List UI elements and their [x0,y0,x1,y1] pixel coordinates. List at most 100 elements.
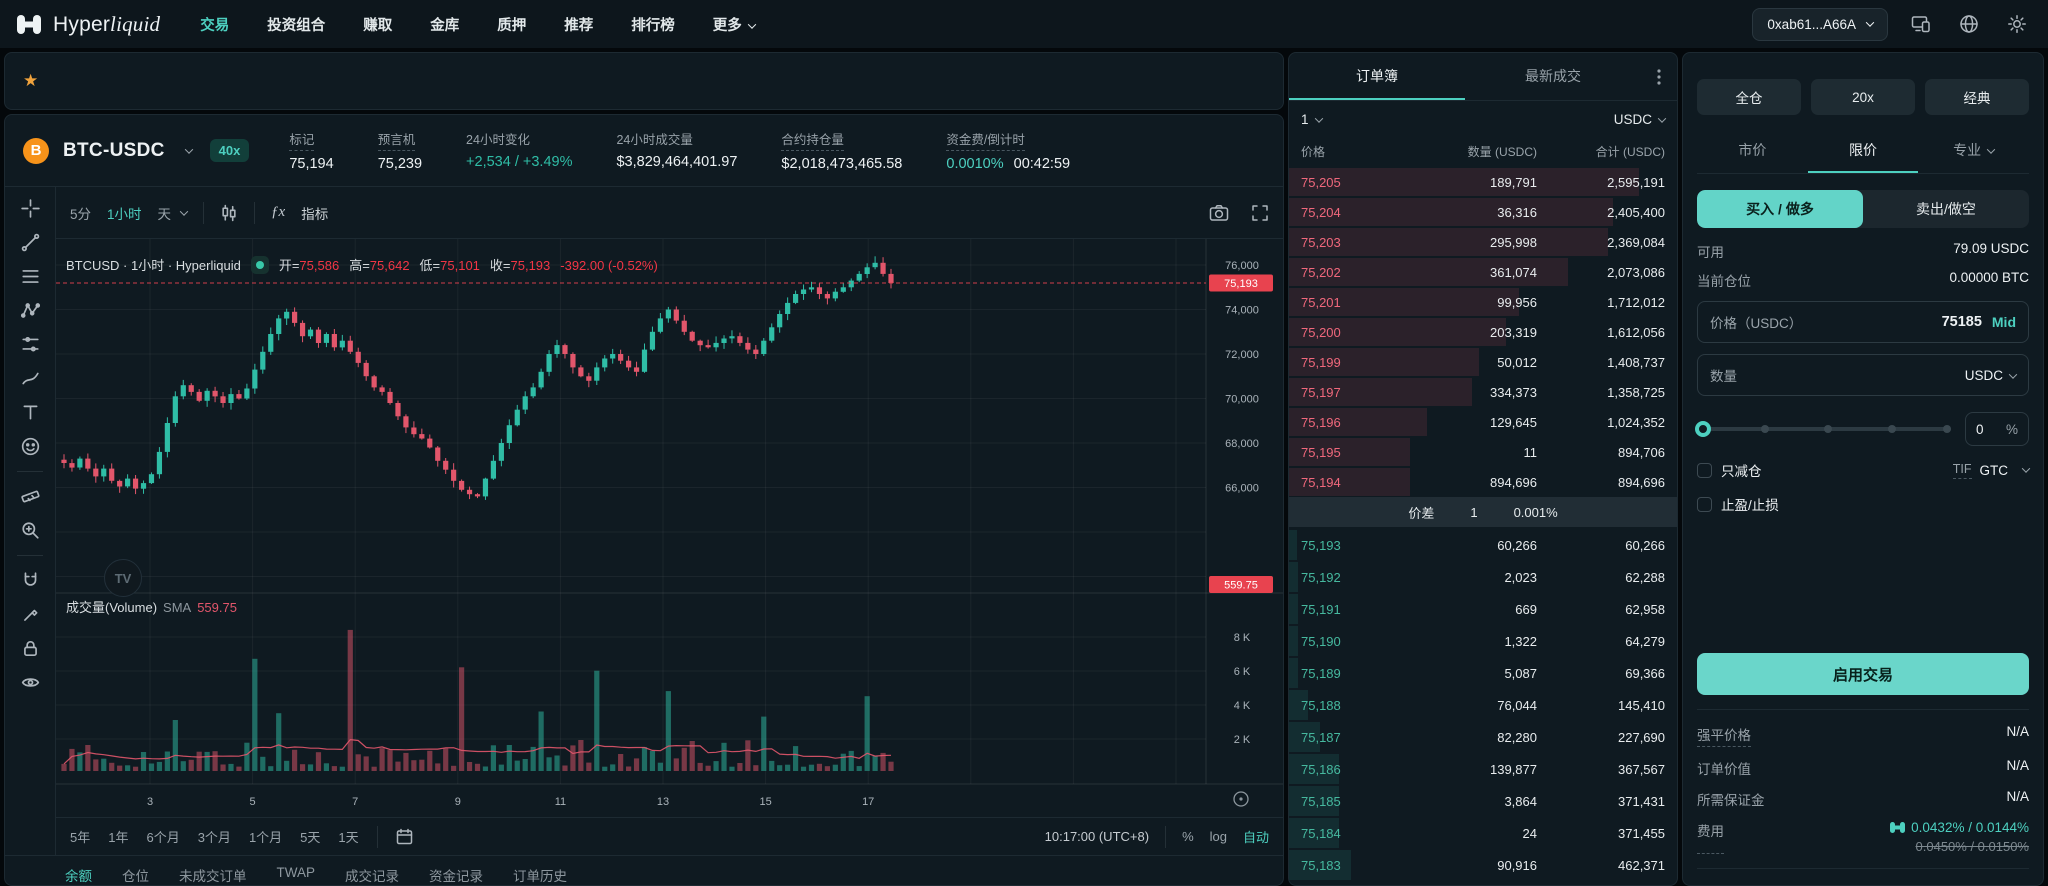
eye-tool-icon[interactable] [21,673,40,692]
interval-1d[interactable]: 天 [157,206,172,222]
size-slider[interactable] [1695,421,1951,437]
zoom-tool-icon[interactable] [21,521,40,540]
orderbook-row[interactable]: 75,193 60,266 60,266 [1289,529,1677,561]
mode-button[interactable]: 经典 [1925,79,2029,115]
reduce-only-checkbox[interactable] [1697,462,1712,478]
log-scale-button[interactable]: log [1209,829,1227,844]
range-5[interactable]: 1个月 [248,830,283,845]
tick-size-select[interactable]: 1 [1301,112,1323,127]
bottom-tab-1[interactable]: 余额 [65,869,92,884]
orderbook-row[interactable]: 75,203 295,998 2,369,084 [1289,227,1677,257]
kebab-menu-icon[interactable] [1641,53,1677,100]
range-7[interactable]: 1天 [338,830,359,845]
globe-icon[interactable] [1954,9,1984,39]
brush-tool-icon[interactable] [21,369,40,388]
pair-name[interactable]: BTC-USDC [63,139,165,161]
candle-style-icon[interactable] [220,204,238,222]
bottom-tab-4[interactable]: TWAP [276,865,316,880]
orderbook-row[interactable]: 75,189 5,087 69,366 [1289,657,1677,689]
nav-item-3[interactable]: 赚取 [363,17,393,34]
tab-pro-order[interactable]: 专业 [1918,129,2029,173]
orderbook-row[interactable]: 75,194 894,696 894,696 [1289,467,1677,497]
nav-item-8[interactable]: 更多 [713,14,756,35]
leverage-button[interactable]: 20x [1811,79,1915,115]
favorite-star-icon[interactable]: ★ [23,71,39,90]
projection-tool-icon[interactable] [21,335,40,354]
interval-chevron-icon[interactable] [179,206,189,216]
data-status-icon[interactable] [250,255,269,274]
orderbook-row[interactable]: 75,199 50,012 1,408,737 [1289,347,1677,377]
range-6[interactable]: 5天 [300,830,321,845]
auto-scale-button[interactable]: 自动 [1242,830,1269,845]
nav-item-1[interactable]: 交易 [200,17,230,34]
range-1[interactable]: 5年 [70,830,91,845]
text-tool-icon[interactable] [21,403,40,422]
bottom-tab-3[interactable]: 未成交订单 [179,869,247,884]
orderbook-row[interactable]: 75,200 203,319 1,612,056 [1289,317,1677,347]
pair-chevron-icon[interactable] [184,144,193,154]
size-unit-select[interactable]: USDC [1965,368,2018,383]
chart-symbol-label[interactable]: BTCUSD · 1小时 · Hyperliquid [66,258,241,273]
range-2[interactable]: 1年 [108,830,129,845]
buy-long-button[interactable]: 买入 / 做多 [1697,190,1863,228]
unit-select[interactable]: USDC [1614,112,1667,127]
tab-recent-trades[interactable]: 最新成交 [1525,67,1581,84]
orderbook-row[interactable]: 75,197 334,373 1,358,725 [1289,377,1677,407]
enable-trading-button[interactable]: 启用交易 [1697,653,2029,695]
tab-orderbook[interactable]: 订单簿 [1289,53,1465,100]
percent-input[interactable]: 0% [1965,412,2029,446]
ruler-tool-icon[interactable] [20,487,40,506]
orderbook-row[interactable]: 75,187 82,280 227,690 [1289,721,1677,753]
devices-icon[interactable] [1906,9,1936,39]
nav-item-4[interactable]: 金库 [430,17,460,34]
gear-icon[interactable] [2002,9,2032,39]
emoji-tool-icon[interactable] [21,437,40,456]
indicators-button[interactable]: 指标 [301,206,329,222]
interval-1h[interactable]: 1小时 [107,206,142,222]
draw-tool-icon[interactable] [21,605,40,624]
margin-mode-button[interactable]: 全仓 [1697,79,1801,115]
interval-5m[interactable]: 5分 [70,206,92,222]
crosshair-tool-icon[interactable] [20,199,40,218]
nav-item-7[interactable]: 排行榜 [631,17,675,34]
slider-thumb[interactable] [1695,421,1711,437]
xabcd-pattern-tool-icon[interactable] [20,301,40,320]
orderbook-row[interactable]: 75,186 139,877 367,567 [1289,753,1677,785]
orderbook-row[interactable]: 75,195 11 894,706 [1289,437,1677,467]
tpsl-checkbox[interactable] [1697,496,1712,512]
magnet-tool-icon[interactable] [21,571,40,590]
orderbook-row[interactable]: 75,201 99,956 1,712,012 [1289,287,1677,317]
orderbook-row[interactable]: 75,185 3,864 371,431 [1289,785,1677,817]
percent-scale-button[interactable]: % [1182,829,1194,844]
tab-market-order[interactable]: 市价 [1738,142,1767,158]
bottom-tab-6[interactable]: 资金记录 [429,869,483,884]
orderbook-row[interactable]: 75,192 2,023 62,288 [1289,561,1677,593]
range-3[interactable]: 6个月 [146,830,180,845]
orderbook-row[interactable]: 75,205 189,791 2,595,191 [1289,167,1677,197]
spread-row[interactable]: 价差 1 0.001% [1289,497,1677,527]
trend-line-tool-icon[interactable] [21,233,40,252]
orderbook-row[interactable]: 75,196 129,645 1,024,352 [1289,407,1677,437]
bottom-tab-5[interactable]: 成交记录 [345,869,399,884]
orderbook-row[interactable]: 75,184 24 371,455 [1289,817,1677,849]
snapshot-camera-icon[interactable] [1209,204,1229,222]
nav-item-5[interactable]: 质押 [497,17,527,34]
fullscreen-icon[interactable] [1251,204,1269,222]
fx-icon[interactable]: ƒx [271,204,286,220]
mid-price-button[interactable]: Mid [1991,314,2016,330]
calendar-icon[interactable] [396,828,413,845]
tab-limit-order[interactable]: 限价 [1807,129,1919,173]
wallet-address-button[interactable]: 0xab61...A66A [1752,7,1888,41]
range-4[interactable]: 3个月 [197,830,231,845]
price-input[interactable]: 价格（USDC） 75185 Mid [1697,301,2029,343]
fib-retracement-tool-icon[interactable] [21,267,40,286]
lock-tool-icon[interactable] [21,639,40,658]
nav-item-2[interactable]: 投资组合 [267,17,326,34]
sell-short-button[interactable]: 卖出/做空 [1916,201,1976,217]
bottom-tab-2[interactable]: 仓位 [122,869,149,884]
orderbook-row[interactable]: 75,190 1,322 64,279 [1289,625,1677,657]
orderbook-row[interactable]: 75,188 76,044 145,410 [1289,689,1677,721]
chart-plot[interactable]: 76,000 74,000 72,000 70,000 68,000 66,000 8 K 6… [56,239,1283,817]
tif-select[interactable]: TIF GTC [1952,462,2031,479]
brand[interactable]: Hyperliquid [16,12,160,37]
